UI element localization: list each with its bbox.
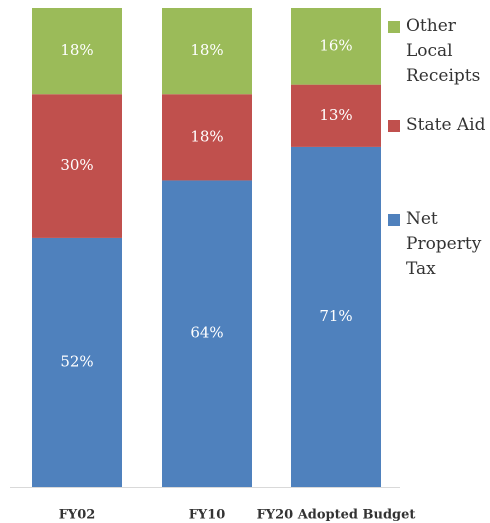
bar-segment — [32, 8, 122, 95]
legend-label: State Aid — [406, 115, 486, 135]
bar-segment — [291, 146, 381, 487]
legend-item: Other Local Receipts — [388, 14, 488, 89]
bar-segment — [162, 94, 252, 181]
value-label: 16% — [319, 36, 352, 54]
value-label: 13% — [319, 106, 352, 124]
value-label: 71% — [319, 307, 352, 325]
legend-item: Net Property Tax — [388, 207, 488, 282]
value-label: 18% — [190, 41, 223, 59]
legend-label: Net Property Tax — [406, 209, 482, 279]
legend-swatch — [388, 214, 400, 226]
bar-segment — [162, 8, 252, 95]
legend-swatch — [388, 120, 400, 132]
bar-segment — [162, 180, 252, 487]
value-label: 18% — [190, 127, 223, 145]
value-label: 18% — [60, 41, 93, 59]
bar-segment — [32, 94, 122, 238]
legend-item: State Aid — [388, 113, 488, 138]
legend: Net Property Tax State Aid Other Local Rec… — [388, 0, 488, 300]
legend-swatch — [388, 21, 400, 33]
x-tick-label: FY20 Adopted Budget — [257, 508, 416, 523]
legend-label: Other Local Receipts — [406, 16, 481, 86]
x-tick-label: FY10 — [189, 508, 226, 523]
x-tick-label: FY02 — [59, 508, 96, 523]
bar-segment — [32, 237, 122, 487]
value-label: 52% — [60, 352, 93, 370]
value-label: 64% — [190, 324, 223, 342]
bar-segment — [291, 84, 381, 147]
value-label: 30% — [60, 156, 93, 174]
bar-segment — [291, 8, 381, 85]
